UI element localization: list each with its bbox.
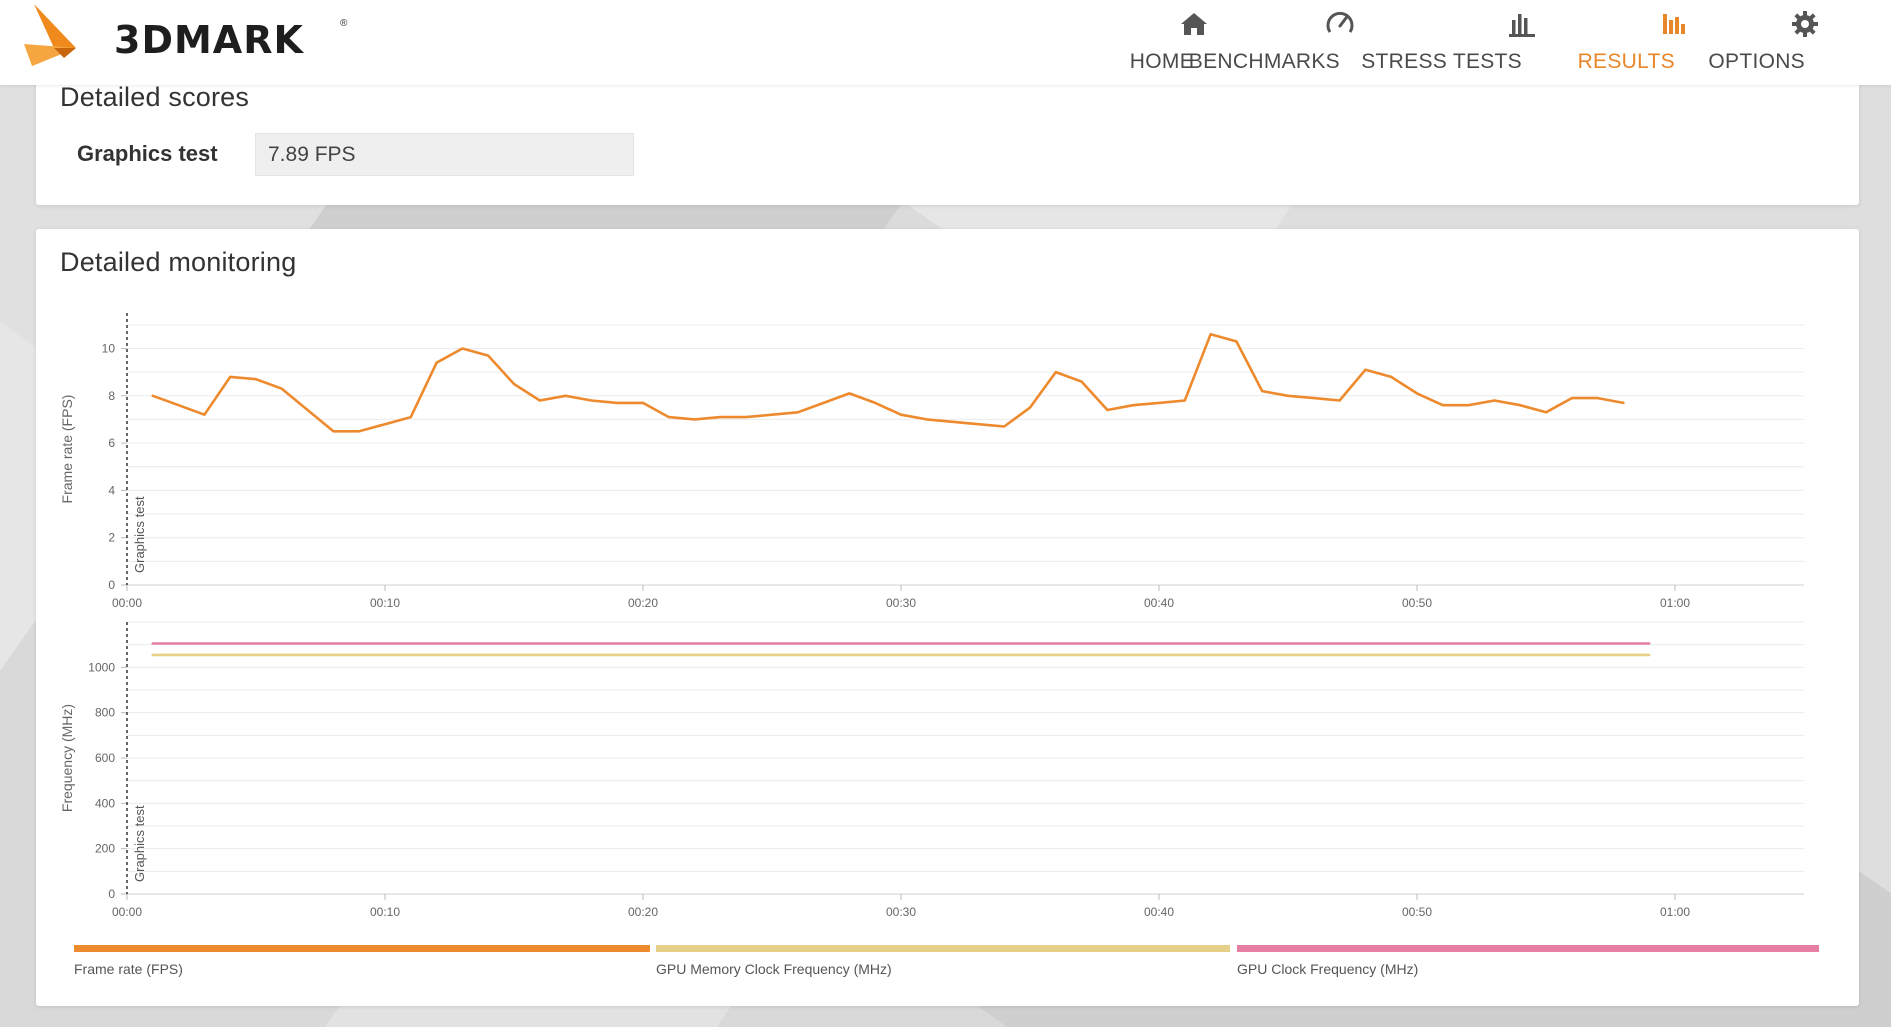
y-axis-label: Frequency (MHz) xyxy=(59,704,75,812)
x-tick-label: 00:10 xyxy=(370,905,400,919)
nav-home-label: HOME xyxy=(1129,50,1195,73)
y-tick-label: 2 xyxy=(108,531,115,545)
legend-bar-gpu-clock[interactable] xyxy=(1237,945,1819,952)
graphics-test-marker-label: Graphics test xyxy=(132,496,147,573)
x-tick-label: 01:00 xyxy=(1660,905,1690,919)
nav-benchmarks-label: BENCHMARKS xyxy=(1188,50,1341,73)
series-line xyxy=(151,332,1625,433)
legend-label-gpu-clock: GPU Clock Frequency (MHz) xyxy=(1237,961,1419,977)
detailed-scores-title: Detailed scores xyxy=(60,82,250,112)
y-tick-label: 0 xyxy=(108,887,115,901)
legend-bar-frame-rate[interactable] xyxy=(74,945,650,952)
y-tick-label: 400 xyxy=(95,796,115,810)
score-value-graphics-test: 7.89 FPS xyxy=(268,143,356,166)
bar-chart-icon xyxy=(1509,14,1535,37)
detailed-monitoring-card xyxy=(36,229,1859,1006)
y-tick-label: 6 xyxy=(108,436,115,450)
home-icon xyxy=(1181,13,1207,35)
x-tick-label: 00:30 xyxy=(886,596,916,610)
nav-options-label: OPTIONS xyxy=(1708,50,1805,73)
y-tick-label: 600 xyxy=(95,751,115,765)
x-tick-label: 00:40 xyxy=(1144,596,1174,610)
x-tick-label: 01:00 xyxy=(1660,596,1690,610)
legend-label-frame-rate: Frame rate (FPS) xyxy=(74,961,183,977)
legend-label-gpu-memory-clock: GPU Memory Clock Frequency (MHz) xyxy=(656,961,892,977)
x-tick-label: 00:40 xyxy=(1144,905,1174,919)
y-tick-label: 200 xyxy=(95,842,115,856)
score-label-graphics-test: Graphics test xyxy=(77,141,218,166)
detailed-monitoring-title: Detailed monitoring xyxy=(60,247,297,277)
y-tick-label: 800 xyxy=(95,706,115,720)
graphics-test-marker-label: Graphics test xyxy=(132,805,147,882)
x-tick-label: 00:20 xyxy=(628,905,658,919)
score-value-box xyxy=(255,133,634,176)
logo-text: 3DMARK xyxy=(114,18,304,62)
x-tick-label: 00:00 xyxy=(112,596,142,610)
x-tick-label: 00:50 xyxy=(1402,905,1432,919)
3dmark-logo[interactable]: 3DMARK ® xyxy=(24,4,347,70)
top-navigation-bar: 3DMARK ® HOME BENCHMARKS STRESS TESTS xyxy=(0,0,1891,85)
logo-flame-icon xyxy=(24,4,76,66)
legend-bar-gpu-memory-clock[interactable] xyxy=(656,945,1230,952)
x-tick-label: 00:20 xyxy=(628,596,658,610)
nav-results-label: RESULTS xyxy=(1577,50,1675,73)
x-tick-label: 00:50 xyxy=(1402,596,1432,610)
x-tick-label: 00:10 xyxy=(370,596,400,610)
y-axis-label: Frame rate (FPS) xyxy=(59,395,75,504)
y-tick-label: 0 xyxy=(108,578,115,592)
results-icon xyxy=(1663,14,1685,34)
logo-registered-mark: ® xyxy=(340,18,348,29)
y-tick-label: 1000 xyxy=(88,660,115,674)
x-tick-label: 00:00 xyxy=(112,905,142,919)
gauge-icon xyxy=(1326,11,1354,33)
x-tick-label: 00:30 xyxy=(886,905,916,919)
y-tick-label: 10 xyxy=(102,341,116,355)
nav-stress-tests-label: STRESS TESTS xyxy=(1361,50,1523,73)
gear-icon xyxy=(1792,11,1818,37)
y-tick-label: 8 xyxy=(108,389,115,403)
y-tick-label: 4 xyxy=(108,483,115,497)
